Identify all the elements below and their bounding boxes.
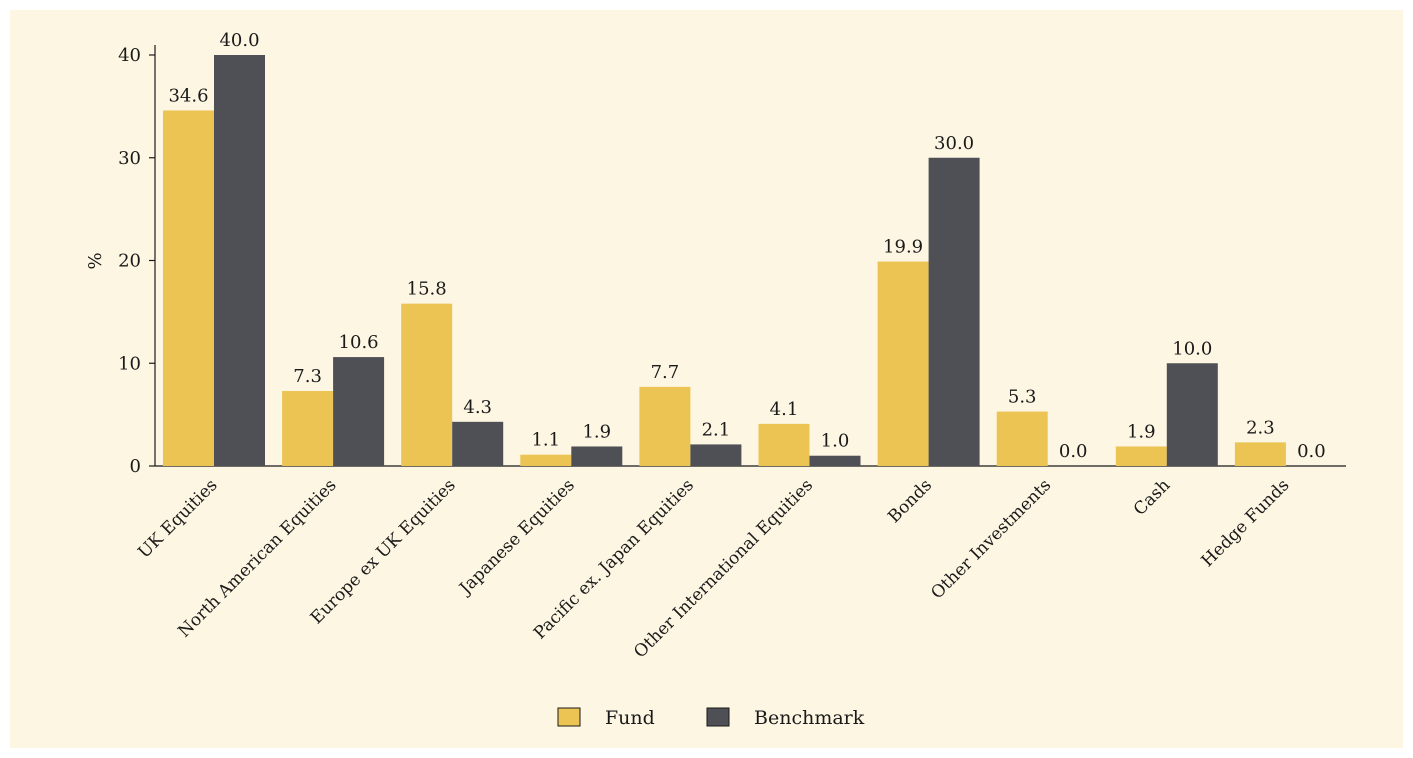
bar-fund-10 [1234, 442, 1286, 466]
x-tick-label: Bonds [884, 475, 936, 527]
bar-benchmark-1 [214, 55, 265, 466]
x-tick-label: Other Investments [927, 475, 1055, 603]
y-tick-label: 0 [130, 456, 141, 477]
data-label-benchmark-7: 30.0 [934, 133, 974, 154]
bar-fund-5 [639, 386, 691, 466]
data-label-fund-2: 7.3 [293, 366, 322, 387]
bar-benchmark-5 [690, 444, 742, 466]
data-label-fund-10: 2.3 [1246, 417, 1275, 438]
bar-fund-9 [1115, 446, 1167, 466]
y-tick-label: 20 [118, 251, 141, 272]
bar-benchmark-7 [928, 157, 980, 466]
data-label-fund-7: 19.9 [883, 237, 923, 258]
bar-fund-1 [163, 110, 214, 467]
data-label-fund-1: 34.6 [168, 85, 208, 106]
bar-benchmark-2 [333, 357, 385, 466]
data-label-benchmark-1: 40.0 [219, 30, 259, 51]
bar-benchmark-3 [452, 421, 504, 466]
y-tick-label: 40 [118, 45, 141, 66]
bar-benchmark-9 [1166, 363, 1218, 466]
x-tick-label: Japanese Equities [454, 475, 578, 599]
data-label-fund-9: 1.9 [1127, 421, 1156, 442]
data-label-benchmark-6: 1.0 [821, 431, 850, 452]
legend-swatch-fund [557, 707, 581, 727]
y-tick-label: 10 [118, 353, 141, 374]
data-label-fund-4: 1.1 [531, 430, 560, 451]
bar-benchmark-4 [571, 446, 623, 466]
bar-fund-2 [282, 390, 334, 466]
bar-fund-8 [996, 411, 1048, 466]
bar-benchmark-6 [809, 455, 861, 466]
bar-fund-3 [401, 303, 453, 466]
y-tick-label: 30 [118, 148, 141, 169]
data-label-benchmark-2: 10.6 [339, 332, 379, 353]
data-label-benchmark-9: 10.0 [1172, 338, 1212, 359]
bar-fund-6 [758, 423, 810, 466]
bar-fund-7 [877, 261, 929, 466]
bar-fund-4 [520, 454, 572, 466]
data-label-fund-5: 7.7 [651, 362, 680, 383]
data-label-benchmark-8: 0.0 [1059, 441, 1088, 462]
legend-label-benchmark: Benchmark [754, 707, 865, 729]
legend-swatch-benchmark [706, 707, 730, 727]
x-tick-label: Cash [1130, 475, 1174, 519]
legend-label-fund: Fund [605, 707, 655, 729]
data-label-fund-6: 4.1 [770, 399, 799, 420]
x-tick-label: Hedge Funds [1198, 475, 1294, 571]
data-label-benchmark-5: 2.1 [702, 419, 731, 440]
data-label-benchmark-3: 4.3 [463, 397, 492, 418]
y-axis-label: % [85, 252, 106, 269]
data-label-benchmark-10: 0.0 [1297, 441, 1326, 462]
data-label-fund-8: 5.3 [1008, 387, 1037, 408]
data-label-fund-3: 15.8 [407, 279, 447, 300]
x-tick-label: UK Equities [134, 475, 221, 562]
data-label-benchmark-4: 1.9 [582, 421, 611, 442]
